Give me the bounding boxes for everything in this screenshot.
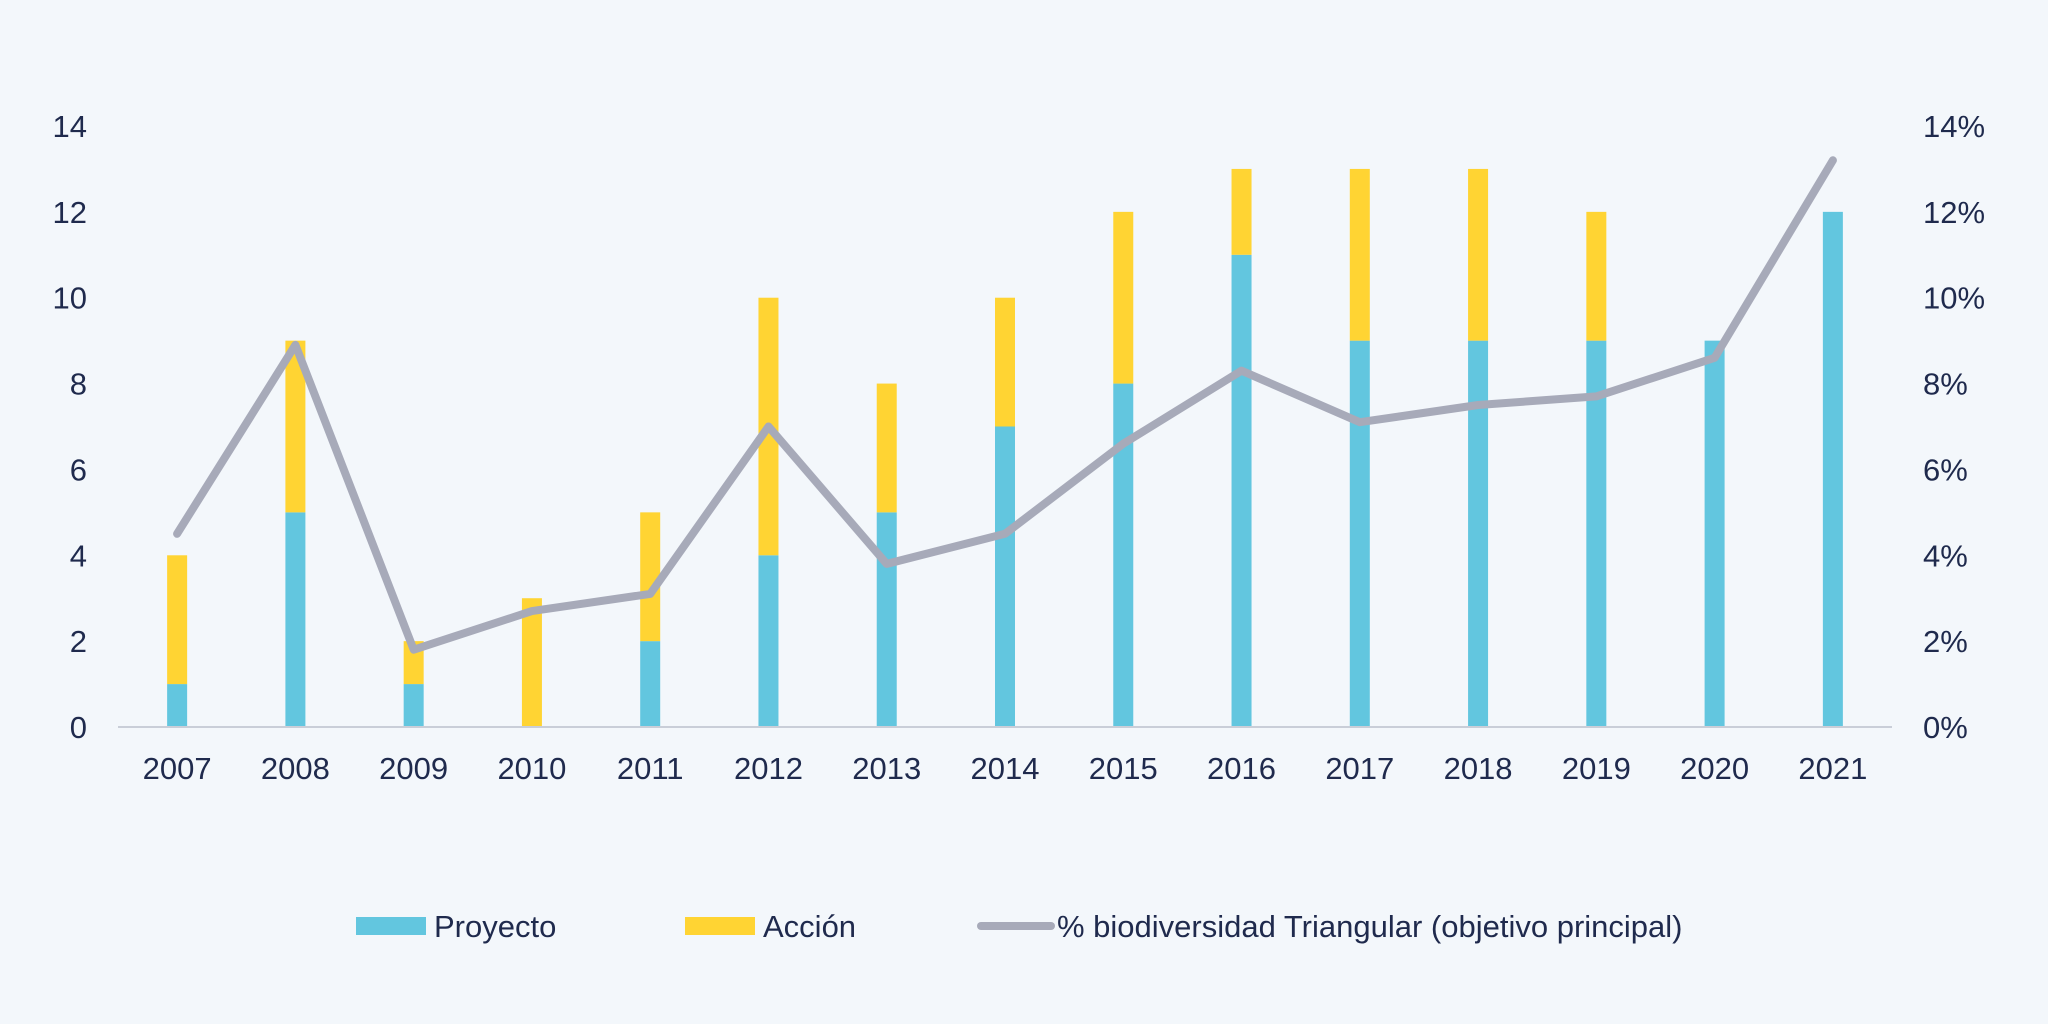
line-point-2007	[176, 533, 178, 535]
y-left-tick-label: 0	[70, 710, 87, 745]
x-tick-label: 2018	[1444, 751, 1513, 786]
bar-proyecto-2016	[1231, 254, 1252, 728]
bar-acci-n-2014	[995, 297, 1015, 427]
y-right-tick-label: 14%	[1923, 109, 1985, 144]
legend-swatch-proyecto	[356, 917, 426, 935]
line-point-2018	[1477, 404, 1479, 406]
x-tick-label: 2017	[1325, 751, 1394, 786]
bar-acci-n-2013	[876, 383, 897, 513]
line-point-2011	[649, 593, 651, 595]
bar-acci-n-2018	[1468, 168, 1489, 341]
bar-acci-n-2015	[1113, 211, 1134, 384]
line-point-2020	[1714, 357, 1716, 359]
bar-proyecto-2015	[1113, 383, 1134, 727]
x-tick-label: 2016	[1207, 751, 1276, 786]
line-point-2008	[294, 344, 296, 346]
x-tick-label: 2015	[1089, 751, 1158, 786]
y-right-tick-label: 0%	[1923, 710, 1968, 745]
y-right-tick-label: 12%	[1923, 195, 1985, 230]
line-point-2021	[1832, 159, 1834, 161]
x-axis: 2007 2008 2009 2010 2011 2012 2013 2014 2015 2016…	[143, 751, 1868, 786]
bar-proyecto-2021	[1822, 211, 1843, 727]
line-point-2010	[531, 610, 533, 612]
line-point-2016	[1241, 370, 1243, 372]
bar-proyecto-2011	[640, 641, 661, 727]
y-right-tick-label: 6%	[1923, 452, 1968, 487]
x-tick-label: 2019	[1562, 751, 1631, 786]
y-left-tick-label: 8	[70, 367, 87, 402]
x-tick-label: 2007	[143, 751, 212, 786]
x-tick-label: 2021	[1798, 751, 1867, 786]
y-right-tick-label: 2%	[1923, 624, 1968, 659]
y-left-tick-label: 6	[70, 452, 87, 487]
bar-proyecto-2020	[1704, 340, 1725, 727]
line-point-2009	[413, 649, 415, 651]
y-left-tick-label: 2	[70, 624, 87, 659]
legend: Proyecto Acción % biodiversidad Triangul…	[356, 909, 1682, 944]
bar-proyecto-2013	[876, 512, 897, 727]
y-left-tick-label: 12	[53, 195, 87, 230]
bar-acci-n-2007	[167, 555, 188, 685]
bar-acci-n-2019	[1586, 211, 1607, 341]
x-tick-label: 2009	[379, 751, 448, 786]
bar-acci-n-2011	[640, 512, 661, 642]
bar-proyecto-2018	[1468, 340, 1489, 727]
line-point-2015	[1122, 443, 1124, 445]
bar-proyecto-2014	[995, 426, 1015, 727]
line-point-2019	[1595, 395, 1597, 397]
bar-acci-n-2017	[1349, 168, 1370, 341]
y-right-tick-label: 4%	[1923, 538, 1968, 573]
y-right-tick-label: 10%	[1923, 281, 1985, 316]
x-tick-label: 2020	[1680, 751, 1749, 786]
legend-swatch-accion	[685, 917, 755, 935]
line-layer	[173, 156, 1837, 654]
line-point-2012	[767, 426, 769, 427]
x-tick-label: 2013	[852, 751, 921, 786]
y-left-tick-label: 10	[53, 281, 87, 316]
bar-proyecto-2012	[758, 555, 779, 727]
y-axis-right: 0% 2% 4% 6% 8% 10% 12% 14%	[1923, 109, 1985, 745]
line-point-2013	[886, 563, 888, 565]
bar-proyecto-2017	[1349, 340, 1370, 727]
y-left-tick-label: 14	[53, 109, 87, 144]
bar-acci-n-2010	[521, 598, 542, 727]
x-tick-label: 2008	[261, 751, 330, 786]
x-tick-label: 2014	[971, 751, 1040, 786]
y-right-tick-label: 8%	[1923, 367, 1968, 402]
line-point-2017	[1359, 421, 1361, 423]
legend-label-biodiversidad: % biodiversidad Triangular (objetivo pri…	[1057, 909, 1682, 944]
x-tick-label: 2011	[617, 751, 684, 786]
bar-proyecto-2008	[285, 512, 306, 727]
x-tick-label: 2010	[497, 751, 566, 786]
line-point-2014	[1004, 533, 1006, 535]
bars-layer	[167, 168, 1843, 728]
legend-label-proyecto: Proyecto	[434, 909, 556, 944]
legend-label-accion: Acción	[763, 909, 856, 944]
bar-acci-n-2008	[285, 340, 306, 513]
y-axis-left: 0 2 4 6 8 10 12 14	[53, 109, 87, 745]
y-left-tick-label: 4	[70, 538, 87, 573]
bar-proyecto-2007	[167, 684, 188, 727]
bar-acci-n-2016	[1231, 168, 1252, 255]
x-tick-label: 2012	[734, 751, 803, 786]
bar-proyecto-2009	[403, 684, 424, 727]
bar-proyecto-2019	[1586, 340, 1607, 727]
